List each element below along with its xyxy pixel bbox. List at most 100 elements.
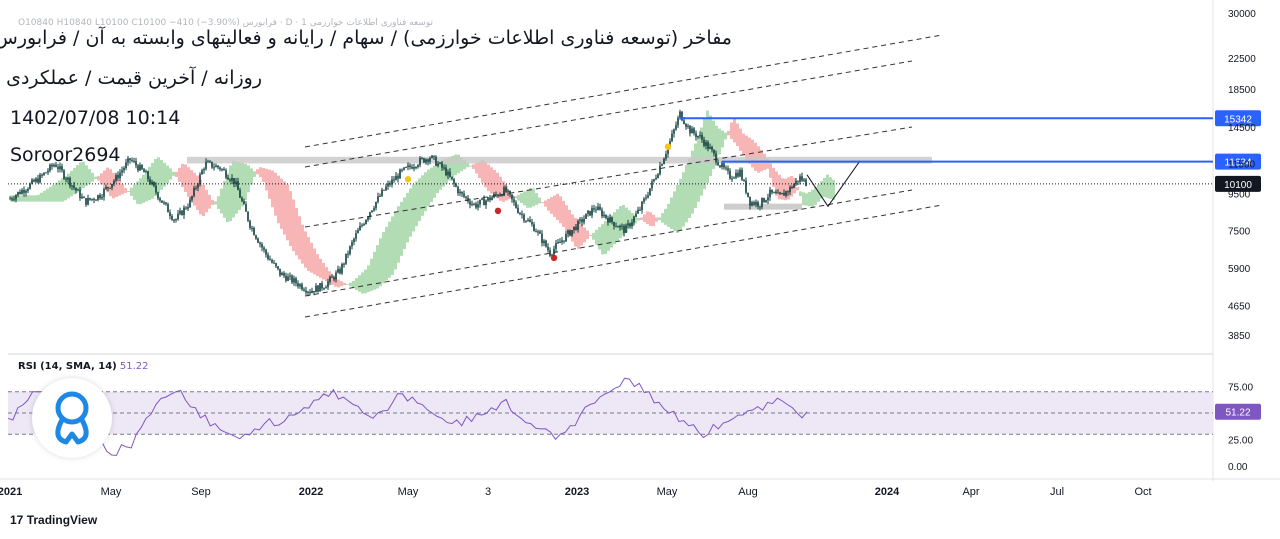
cloud-segment	[406, 192, 409, 243]
candle-body	[595, 209, 597, 211]
candle-body	[227, 177, 229, 180]
candle-body	[745, 180, 747, 193]
cloud-segment	[274, 172, 277, 216]
candle-body	[401, 169, 403, 171]
rsi-title: RSI (14, SMA, 14)	[18, 361, 117, 372]
time-tick-label: 2022	[299, 486, 323, 498]
candle-body	[757, 201, 759, 207]
candle-body	[419, 158, 421, 166]
candle-body	[685, 123, 687, 127]
rsi-value: 51.22	[119, 361, 149, 372]
candle-body	[13, 199, 15, 201]
candle-body	[163, 202, 165, 204]
cloud-segment	[559, 196, 562, 224]
rsi-legend[interactable]: RSI (14, SMA, 14) 51.22	[18, 361, 149, 372]
cloud-segment	[805, 193, 808, 206]
candle-body	[109, 187, 111, 189]
candle-body	[333, 277, 335, 280]
candle-body	[283, 272, 285, 276]
candle-body	[747, 192, 749, 197]
candle-body	[461, 191, 463, 194]
candle-body	[583, 218, 585, 223]
cloud-segment	[652, 214, 655, 226]
cloud-segment	[115, 176, 118, 197]
candle-body	[337, 269, 339, 273]
candle-body	[649, 188, 651, 196]
candle-body	[11, 198, 13, 200]
candle-body	[27, 188, 29, 191]
price-tick-label: 4650	[1228, 301, 1251, 312]
candle-body	[791, 186, 793, 188]
cloud-segment	[595, 229, 598, 245]
candle-body	[603, 214, 605, 217]
cloud-segment	[604, 221, 607, 254]
cloud-segment	[580, 224, 583, 246]
candle-body	[361, 224, 363, 226]
candle-body	[325, 287, 327, 289]
candle-body	[673, 129, 675, 134]
candle-body	[159, 198, 161, 201]
candle-body	[687, 125, 689, 127]
cloud-segment	[415, 181, 418, 227]
tradingview-label: TradingView	[26, 513, 98, 527]
cloud-segment	[280, 178, 283, 229]
candle-body	[525, 220, 527, 222]
cloud-segment	[220, 188, 223, 214]
cloud-segment	[658, 217, 661, 221]
candle-body	[513, 199, 515, 203]
candle-body	[499, 194, 501, 197]
cloud-segment	[622, 205, 625, 236]
cloud-segment	[784, 178, 787, 201]
cloud-segment	[454, 154, 457, 176]
candle-body	[693, 128, 695, 134]
cloud-segment	[811, 189, 814, 207]
candle-body	[613, 222, 615, 227]
candle-body	[37, 178, 39, 183]
price-tick-label: 5900	[1228, 264, 1251, 275]
cloud-segment	[352, 280, 355, 289]
cloud-segment	[493, 169, 496, 196]
channel-line	[304, 34, 943, 148]
cloud-segment	[94, 176, 97, 180]
candle-body	[9, 198, 11, 200]
candle-body	[469, 201, 471, 205]
level-tag	[1215, 153, 1261, 170]
candle-body	[299, 284, 301, 287]
time-axis[interactable]: 2021 May Sep 2022 May 3 2023 May Aug 2024 Apr Jul Oc…	[0, 478, 1280, 498]
candle-body	[573, 226, 575, 231]
cloud-segment	[256, 169, 259, 175]
candle-body	[625, 225, 627, 233]
cloud-segment	[190, 170, 193, 202]
candle-body	[241, 197, 243, 201]
cloud-segment	[364, 269, 367, 294]
time-tick-label: Sep	[191, 486, 211, 498]
cloud-segment	[286, 184, 289, 241]
cloud-segment	[802, 192, 805, 206]
candle-body	[297, 283, 299, 287]
candle-body	[173, 219, 175, 221]
candle-body	[657, 174, 659, 178]
candle-body	[309, 291, 311, 294]
resistance-zone	[187, 156, 932, 210]
cloud-segment	[466, 162, 469, 168]
tradingview-brand[interactable]: 17 TradingView	[10, 513, 97, 527]
candle-body	[277, 266, 279, 269]
candle-body	[581, 219, 583, 223]
cloud-segment	[103, 170, 106, 189]
candle-body	[473, 203, 475, 205]
candle-body	[465, 196, 467, 198]
cloud-segment	[412, 184, 415, 232]
candle-body	[177, 213, 179, 220]
candle-body	[69, 177, 71, 187]
level-tag-label: 15342	[1224, 114, 1252, 125]
candle-body	[801, 176, 803, 181]
candle-body	[711, 147, 713, 150]
candle-body	[453, 179, 455, 184]
time-tick-label: 3	[485, 486, 491, 498]
cloud-segment	[535, 193, 538, 205]
price-axis[interactable]: 30000 22500 18500 14500 11500 9500 7500 5900 465…	[1228, 9, 1256, 342]
cloud-segment	[712, 120, 715, 169]
candle-body	[425, 159, 427, 163]
